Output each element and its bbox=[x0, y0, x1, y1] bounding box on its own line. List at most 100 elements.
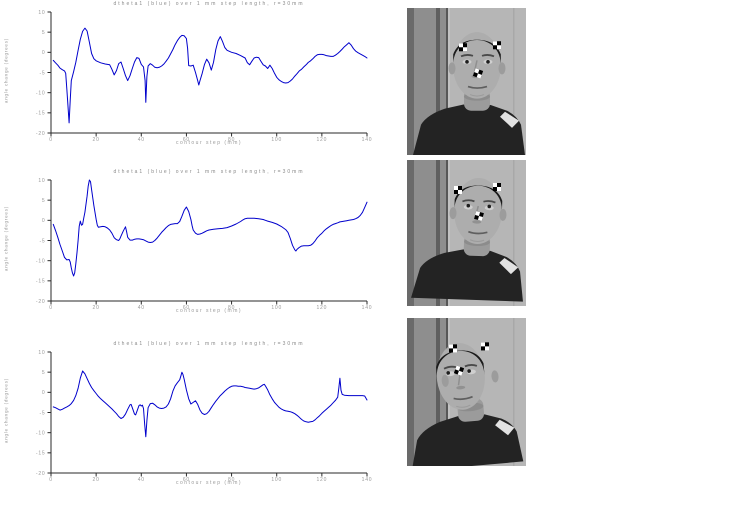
right-eyebrow bbox=[481, 54, 495, 58]
y-tick-label: 0 bbox=[42, 218, 46, 224]
axes bbox=[47, 179, 368, 305]
chin-crease bbox=[469, 94, 485, 97]
x-tick-label: 80 bbox=[228, 477, 235, 483]
white-collar bbox=[495, 419, 515, 436]
checkerboard-marker bbox=[449, 344, 457, 353]
x-tick-label: 20 bbox=[93, 305, 100, 311]
left-pupil bbox=[466, 203, 471, 208]
data-curve bbox=[52, 179, 368, 277]
y-tick-label: -15 bbox=[36, 111, 46, 117]
x-tick-label: 120 bbox=[316, 477, 327, 483]
left-ear bbox=[449, 207, 457, 220]
mouth bbox=[468, 230, 488, 235]
head bbox=[436, 343, 485, 410]
face-photo-image bbox=[407, 318, 526, 466]
x-tick-label: 20 bbox=[93, 137, 100, 143]
dark-shirt bbox=[413, 103, 525, 155]
x-tick-label: 20 bbox=[93, 477, 100, 483]
x-axis-label: contour step (mm) bbox=[175, 480, 243, 486]
y-tick-label: -5 bbox=[39, 410, 45, 416]
left-pupil bbox=[446, 371, 451, 375]
y-tick-label: 0 bbox=[42, 390, 46, 396]
chin-crease bbox=[456, 404, 471, 408]
y-tick-label: -10 bbox=[36, 430, 46, 436]
white-collar bbox=[500, 111, 519, 128]
x-tick-label: 40 bbox=[138, 137, 145, 143]
checkerboard-marker bbox=[472, 68, 484, 79]
checkerboard-marker bbox=[459, 43, 467, 52]
checkerboard-marker bbox=[493, 183, 501, 191]
dark-shirt bbox=[411, 248, 523, 302]
y-tick-label: -20 bbox=[36, 299, 46, 305]
x-tick-label: 100 bbox=[271, 137, 282, 143]
checkerboard-marker bbox=[474, 211, 484, 221]
x-tick-label: 140 bbox=[362, 305, 373, 311]
axes bbox=[47, 351, 368, 477]
left-ear bbox=[441, 374, 449, 387]
y-tick-label: 10 bbox=[38, 350, 45, 356]
right-pupil bbox=[487, 204, 492, 209]
checkerboard-marker bbox=[454, 186, 462, 194]
chart-title: dtheta1 (blue) over 1 mm step length, r=… bbox=[113, 1, 305, 7]
y-tick-label: -5 bbox=[39, 238, 45, 244]
face-photo-image bbox=[407, 160, 526, 306]
nose-shadow bbox=[472, 220, 482, 224]
right-pupil bbox=[486, 60, 490, 64]
face-photo-frontal bbox=[407, 8, 526, 155]
left-eyebrow bbox=[460, 54, 474, 58]
checkerboard-marker bbox=[481, 342, 489, 351]
nose-shadow bbox=[456, 385, 466, 390]
mouth bbox=[467, 85, 488, 89]
right-eyebrow bbox=[483, 200, 496, 204]
right-pupil bbox=[467, 369, 471, 373]
data-curve bbox=[52, 370, 368, 438]
axes bbox=[47, 11, 368, 137]
y-tick-label: 10 bbox=[38, 178, 45, 184]
angle-change-chart-1: dtheta1 (blue) over 1 mm step length, r=… bbox=[0, 0, 380, 150]
face-photo-turned-left bbox=[407, 318, 526, 466]
person bbox=[411, 343, 524, 466]
data-curve bbox=[52, 27, 368, 124]
chin-crease bbox=[469, 239, 485, 242]
checkerboard-marker bbox=[493, 41, 501, 50]
facial-features bbox=[443, 364, 478, 408]
left-eyebrow bbox=[443, 365, 457, 370]
y-tick-label: 5 bbox=[42, 370, 46, 376]
x-tick-label: 40 bbox=[138, 477, 145, 483]
mouth bbox=[453, 395, 473, 401]
x-tick-label: 60 bbox=[183, 305, 190, 311]
x-tick-label: 140 bbox=[362, 137, 373, 143]
y-tick-label: -15 bbox=[36, 451, 46, 457]
y-tick-label: -10 bbox=[36, 90, 46, 96]
x-tick-label: 120 bbox=[316, 137, 327, 143]
angle-change-chart-2: dtheta1 (blue) over 1 mm step length, r=… bbox=[0, 166, 380, 318]
chart-title: dtheta1 (blue) over 1 mm step length, r=… bbox=[113, 341, 305, 347]
right-ear bbox=[498, 62, 506, 75]
left-pupil bbox=[465, 60, 469, 64]
left-ear bbox=[448, 62, 456, 75]
right-eyebrow bbox=[464, 364, 478, 368]
y-tick-label: -15 bbox=[36, 279, 46, 285]
x-tick-label: 60 bbox=[183, 477, 190, 483]
checkerboard-marker bbox=[453, 365, 465, 376]
chart-title: dtheta1 (blue) over 1 mm step length, r=… bbox=[113, 169, 305, 175]
y-tick-label: -5 bbox=[39, 70, 45, 76]
y-tick-label: 5 bbox=[42, 198, 46, 204]
y-tick-label: 5 bbox=[42, 30, 46, 36]
x-tick-label: 100 bbox=[271, 305, 282, 311]
y-tick-label: 10 bbox=[38, 10, 45, 16]
x-tick-label: 100 bbox=[271, 477, 282, 483]
right-ear bbox=[499, 208, 507, 221]
person bbox=[411, 178, 523, 302]
face bbox=[436, 343, 485, 410]
x-tick-label: 120 bbox=[316, 305, 327, 311]
face-photo-image bbox=[407, 8, 526, 155]
x-tick-label: 0 bbox=[49, 477, 53, 483]
x-tick-label: 80 bbox=[228, 137, 235, 143]
y-tick-label: -20 bbox=[36, 131, 46, 137]
face bbox=[454, 178, 503, 244]
